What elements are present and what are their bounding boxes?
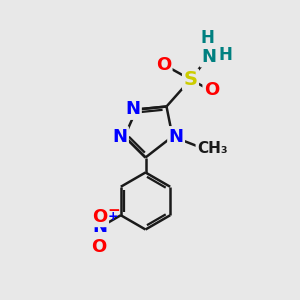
Text: N: N [169, 128, 184, 146]
Text: N: N [92, 218, 107, 236]
Text: O: O [204, 81, 219, 99]
Text: −: − [107, 203, 120, 218]
Text: O: O [92, 238, 107, 256]
Text: N: N [112, 128, 128, 146]
Text: H: H [200, 29, 214, 47]
Text: H: H [218, 46, 232, 64]
Text: O: O [156, 56, 171, 74]
Text: CH₃: CH₃ [197, 141, 227, 156]
Text: N: N [201, 48, 216, 66]
Text: +: + [107, 210, 118, 223]
Text: N: N [125, 100, 140, 118]
Text: O: O [92, 208, 108, 226]
Text: S: S [184, 70, 197, 89]
